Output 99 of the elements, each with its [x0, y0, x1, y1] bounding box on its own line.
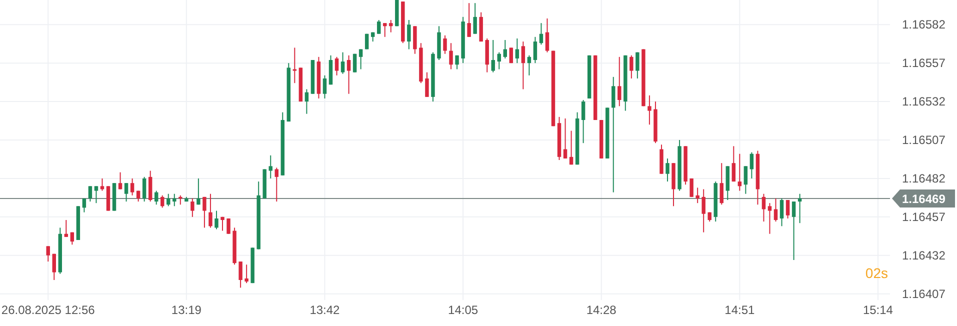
x-tick-label: 15:14	[862, 303, 894, 317]
x-tick-label: 14:51	[724, 303, 755, 317]
candlestick	[545, 18, 550, 53]
x-tick-label: 14:28	[586, 303, 617, 317]
candlestick	[100, 178, 104, 192]
candlestick	[666, 158, 670, 182]
y-tick-label: 1.16407	[902, 286, 946, 301]
candlestick	[455, 54, 459, 70]
candlestick	[238, 261, 242, 288]
candlestick	[130, 178, 134, 196]
candlestick	[425, 72, 429, 98]
candlestick	[774, 198, 778, 222]
candlestick	[88, 186, 92, 202]
candlestick	[702, 188, 706, 233]
candlestick	[244, 264, 248, 284]
candlestick	[160, 194, 164, 208]
candlestick	[515, 38, 520, 64]
x-tick-label: 14:05	[448, 303, 478, 317]
y-tick-label: 1.16432	[902, 248, 946, 262]
candlestick	[70, 232, 74, 246]
candlestick	[383, 22, 387, 38]
candlestick	[612, 76, 616, 193]
candlestick	[792, 201, 796, 260]
candlestick	[358, 48, 363, 70]
candlestick	[226, 218, 230, 234]
candlestick	[202, 196, 206, 228]
candlestick	[503, 40, 507, 59]
x-tick-label: 13:19	[171, 303, 202, 317]
candlestick	[352, 53, 357, 73]
candlestick	[768, 202, 772, 234]
candlestick	[389, 20, 393, 33]
candlestick	[636, 52, 640, 79]
candlestick	[491, 40, 495, 73]
y-tick-label: 1.16482	[902, 171, 946, 186]
candlestick	[340, 52, 345, 74]
candlestick	[413, 26, 417, 54]
candlestick	[533, 36, 538, 64]
candlestick	[64, 220, 68, 238]
candlestick	[473, 2, 477, 34]
candlestick	[190, 198, 194, 218]
candlestick	[166, 193, 170, 207]
candlestick	[732, 146, 736, 182]
candlestick	[52, 253, 56, 280]
candlestick	[274, 167, 278, 202]
y-tick-label: 1.16532	[902, 94, 946, 109]
y-tick-label: 1.16507	[902, 133, 946, 147]
candlestick	[497, 52, 501, 70]
candlestick	[539, 22, 544, 46]
candlestick	[563, 118, 568, 159]
candlestick	[94, 186, 98, 204]
annotation: 02s	[865, 265, 888, 281]
candlestick	[172, 193, 176, 207]
candlestick	[744, 166, 748, 194]
candlestick	[581, 100, 586, 144]
candlestick	[154, 190, 158, 206]
candlestick	[142, 176, 146, 202]
candlestick	[208, 193, 212, 228]
candlestick	[798, 193, 802, 224]
candlestick	[292, 47, 297, 84]
y-tick-label: 1.16557	[902, 56, 946, 70]
candlestick	[46, 246, 50, 262]
candlestick	[196, 178, 200, 206]
candlestick	[178, 194, 182, 206]
candlestick	[334, 56, 339, 76]
ref-line-label: 1.16469	[902, 192, 946, 206]
candlestick	[304, 88, 309, 114]
candlestick	[214, 210, 218, 230]
candlestick	[690, 178, 694, 198]
candlestick	[376, 20, 381, 34]
candlestick	[762, 193, 766, 222]
candlestick	[696, 187, 700, 204]
candlestick	[786, 200, 790, 219]
candlestick	[618, 56, 622, 107]
candlestick	[118, 172, 122, 190]
candlestick	[443, 34, 447, 54]
candlestick	[648, 94, 652, 126]
candlestick	[780, 198, 784, 227]
candlestick	[720, 162, 724, 206]
candlestick	[521, 41, 526, 90]
candlestick	[220, 216, 224, 232]
candlestick	[569, 130, 574, 166]
candlestick	[322, 74, 327, 99]
candlestick	[738, 153, 742, 192]
x-tick-label: 13:42	[310, 303, 340, 317]
candlestick	[630, 54, 634, 79]
candlestick	[467, 2, 471, 38]
candlestick	[82, 198, 86, 213]
candlestick	[750, 152, 754, 179]
candlestick	[527, 54, 532, 76]
candlestick	[346, 54, 351, 94]
candlestick	[124, 182, 128, 202]
y-tick-label: 1.16457	[902, 210, 946, 224]
candlestick	[449, 42, 453, 70]
candlestick	[509, 47, 514, 64]
candlestick	[407, 20, 411, 50]
candlestick	[148, 170, 152, 202]
x-tick-label: 26.08.2025 12:56	[1, 303, 96, 317]
y-tick-label: 1.16582	[902, 18, 946, 32]
candlestick	[268, 154, 272, 179]
